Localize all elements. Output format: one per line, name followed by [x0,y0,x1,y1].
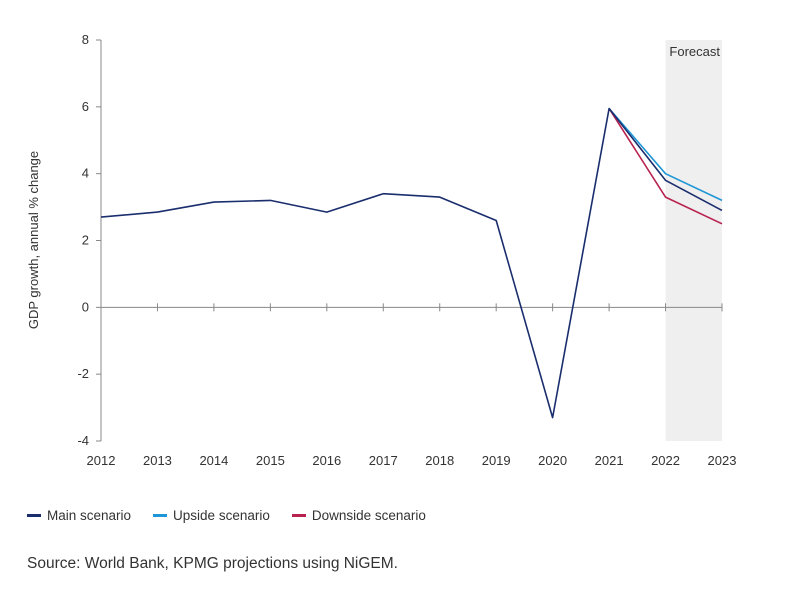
y-tick-label: -4 [77,433,89,448]
legend-label-downside: Downside scenario [311,508,426,523]
x-tick-label: 2012 [87,453,116,468]
legend-label-main: Main scenario [47,508,132,523]
forecast-label: Forecast [669,44,720,59]
x-tick-label: 2017 [369,453,398,468]
y-axis-ticks: -4 -2 0 2 4 6 8 [77,32,101,448]
y-tick-label: 2 [82,233,89,248]
x-tick-label: 2019 [482,453,511,468]
series-line-upside-scenario [608,107,723,202]
forecast-band [665,40,722,441]
legend-item-main: Main scenario [27,508,131,523]
y-tick-label: 8 [82,32,89,47]
x-tick-label: 2015 [256,453,285,468]
y-tick-label: 6 [82,99,89,114]
series-line-main-scenario [100,107,723,419]
y-tick-label: 0 [82,299,89,314]
x-tick-label: 2023 [708,453,737,468]
y-tick-label: -2 [77,366,89,381]
x-tick-label: 2020 [538,453,567,468]
x-tick-label: 2016 [312,453,341,468]
x-tick-label: 2022 [651,453,680,468]
legend-item-upside: Upside scenario [153,508,270,523]
source-note: Source: World Bank, KPMG projections usi… [27,555,398,572]
x-axis-ticks: 2012 2013 2014 2015 2016 2017 2018 2019 2020 2021… [87,303,737,468]
x-tick-label: 2013 [143,453,172,468]
x-tick-label: 2021 [595,453,624,468]
legend-label-upside: Upside scenario [173,508,270,523]
legend-swatch-upside [153,514,168,517]
legend-swatch-downside [291,514,306,517]
legend-swatch-main [27,514,41,517]
x-tick-label: 2014 [199,453,228,468]
legend-item-downside: Downside scenario [291,508,426,523]
x-tick-label: 2018 [425,453,454,468]
series-lines [100,107,723,419]
legend: Main scenario Upside scenario Downside s… [27,508,426,523]
y-tick-label: 4 [82,166,89,181]
series-line-downside-scenario [608,108,723,225]
y-axis-label: GDP growth, annual % change [26,151,41,329]
